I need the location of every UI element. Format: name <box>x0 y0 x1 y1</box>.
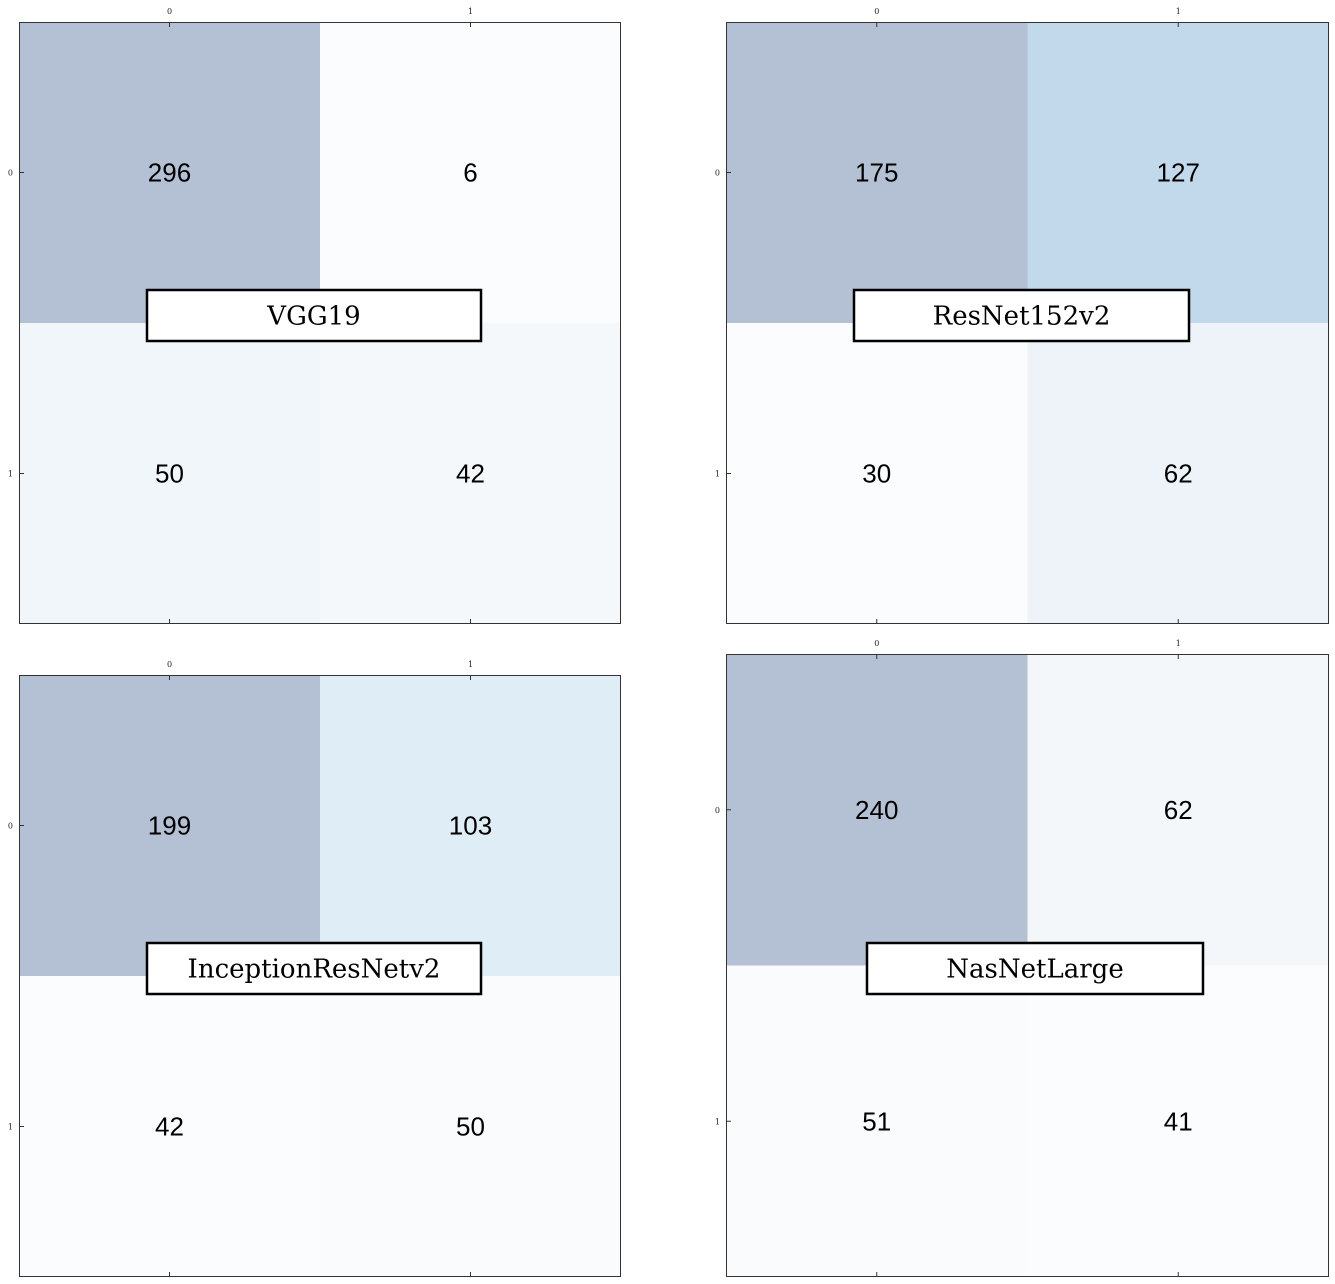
resnet152v2-value-1-1: 62 <box>1164 459 1193 489</box>
inceptionresnetv2-xtick-label-0: 0 <box>167 660 172 669</box>
inceptionresnetv2-cell-0-1 <box>320 675 621 976</box>
nasnetlarge-value-0-0: 240 <box>855 795 898 825</box>
nasnetlarge-cell-1-1 <box>1027 965 1329 1277</box>
nasnetlarge-title: NasNetLarge <box>946 955 1123 985</box>
nasnetlarge-ytick-label-0: 0 <box>715 806 720 815</box>
inceptionresnetv2-value-1-0: 42 <box>155 1112 184 1142</box>
inceptionresnetv2-cell-1-1 <box>320 976 621 1277</box>
vgg19-value-1-1: 42 <box>456 459 485 489</box>
resnet152v2-cell-0-0 <box>726 22 1028 323</box>
resnet152v2-xtick-label-1: 1 <box>1176 7 1181 16</box>
resnet152v2-title: ResNet152v2 <box>933 302 1111 332</box>
vgg19-cell-0-0 <box>19 22 320 323</box>
vgg19-value-0-0: 296 <box>148 158 191 188</box>
inceptionresnetv2-cell-1-0 <box>19 976 320 1277</box>
nasnetlarge-value-0-1: 62 <box>1164 795 1193 825</box>
resnet152v2-value-0-0: 175 <box>855 158 898 188</box>
vgg19-cell-1-0 <box>19 323 320 624</box>
inceptionresnetv2-title-box <box>145 941 483 996</box>
resnet152v2-ytick-label-0: 0 <box>715 169 720 178</box>
vgg19-title-box <box>145 288 483 343</box>
inceptionresnetv2-value-0-1: 103 <box>449 811 492 841</box>
vgg19-ytick-label-1: 1 <box>8 470 13 479</box>
vgg19-cell-0-1 <box>320 22 621 323</box>
resnet152v2-value-1-0: 30 <box>862 459 891 489</box>
nasnetlarge-value-1-1: 41 <box>1164 1106 1193 1136</box>
confusion-matrix-resnet152v2: 175 127 30 62 0 1 0 1 ResNet152v2 <box>715 7 1329 624</box>
confusion-matrix-inceptionresnetv2: 199 103 42 50 0 1 0 1 InceptionResNetv2 <box>8 660 621 1277</box>
inceptionresnetv2-title: InceptionResNetv2 <box>188 955 441 985</box>
inceptionresnetv2-frame <box>19 675 621 1277</box>
confusion-matrix-vgg19: 296 6 50 42 0 1 0 1 VGG19 <box>8 7 621 624</box>
vgg19-value-1-0: 50 <box>155 459 184 489</box>
vgg19-cell-1-1 <box>320 323 621 624</box>
nasnetlarge-ytick-label-1: 1 <box>715 1117 720 1126</box>
nasnetlarge-cell-1-0 <box>726 965 1028 1277</box>
nasnetlarge-cell-0-1 <box>1027 654 1329 966</box>
nasnetlarge-frame <box>726 654 1329 1277</box>
inceptionresnetv2-ytick-label-1: 1 <box>8 1123 13 1132</box>
resnet152v2-cell-0-1 <box>1027 22 1329 323</box>
vgg19-ytick-label-0: 0 <box>8 169 13 178</box>
inceptionresnetv2-xtick-label-1: 1 <box>468 660 473 669</box>
vgg19-value-0-1: 6 <box>463 158 477 188</box>
nasnetlarge-xtick-label-1: 1 <box>1176 639 1181 648</box>
resnet152v2-cell-1-1 <box>1027 323 1329 624</box>
vgg19-frame <box>19 22 621 624</box>
nasnetlarge-title-box <box>865 941 1205 996</box>
inceptionresnetv2-value-1-1: 50 <box>456 1112 485 1142</box>
resnet152v2-title-box <box>852 288 1191 343</box>
confusion-matrix-nasnetlarge: 240 62 51 41 0 1 0 1 NasNetLarge <box>715 639 1329 1277</box>
nasnetlarge-cell-0-0 <box>726 654 1028 966</box>
resnet152v2-xtick-label-0: 0 <box>874 7 879 16</box>
resnet152v2-value-0-1: 127 <box>1157 158 1200 188</box>
inceptionresnetv2-ytick-label-0: 0 <box>8 822 13 831</box>
nasnetlarge-value-1-0: 51 <box>862 1106 891 1136</box>
vgg19-xtick-label-0: 0 <box>167 7 172 16</box>
inceptionresnetv2-value-0-0: 199 <box>148 811 191 841</box>
resnet152v2-cell-1-0 <box>726 323 1028 624</box>
resnet152v2-frame <box>726 22 1329 624</box>
resnet152v2-ytick-label-1: 1 <box>715 470 720 479</box>
nasnetlarge-xtick-label-0: 0 <box>874 639 879 648</box>
vgg19-title: VGG19 <box>266 302 360 332</box>
inceptionresnetv2-cell-0-0 <box>19 675 320 976</box>
vgg19-xtick-label-1: 1 <box>468 7 473 16</box>
